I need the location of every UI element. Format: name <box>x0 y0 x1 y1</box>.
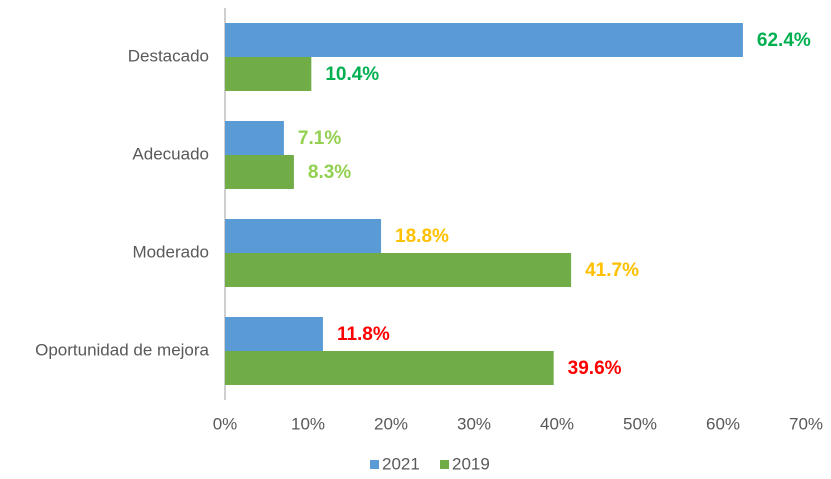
legend-label: 2019 <box>452 454 490 473</box>
value-label: 41.7% <box>585 260 639 281</box>
bar <box>225 57 312 91</box>
bar <box>225 23 743 57</box>
value-label: 8.3% <box>308 162 351 183</box>
legend-swatch <box>370 460 379 469</box>
bar <box>225 155 294 189</box>
legend-swatch <box>440 460 449 469</box>
x-tick-label: 40% <box>540 414 574 433</box>
value-label: 7.1% <box>298 128 341 149</box>
x-tick-label: 20% <box>374 414 408 433</box>
bar <box>225 253 572 287</box>
x-tick-label: 70% <box>789 414 823 433</box>
x-tick-label: 60% <box>706 414 740 433</box>
value-label: 39.6% <box>568 358 622 379</box>
legend-label: 2021 <box>382 454 420 473</box>
y-tick-label: Oportunidad de mejora <box>35 340 209 359</box>
bar <box>225 351 554 385</box>
value-label: 18.8% <box>395 226 449 247</box>
y-tick-label: Moderado <box>132 242 209 261</box>
y-tick-label: Adecuado <box>132 144 209 163</box>
x-tick-label: 30% <box>457 414 491 433</box>
value-label: 62.4% <box>757 30 811 51</box>
x-tick-label: 0% <box>213 414 238 433</box>
value-label: 10.4% <box>325 64 379 85</box>
bar <box>225 121 284 155</box>
value-label: 11.8% <box>337 324 390 345</box>
y-tick-label: Destacado <box>128 46 209 65</box>
bar <box>225 317 323 351</box>
bar <box>225 219 382 253</box>
x-tick-label: 10% <box>291 414 325 433</box>
x-tick-label: 50% <box>623 414 657 433</box>
